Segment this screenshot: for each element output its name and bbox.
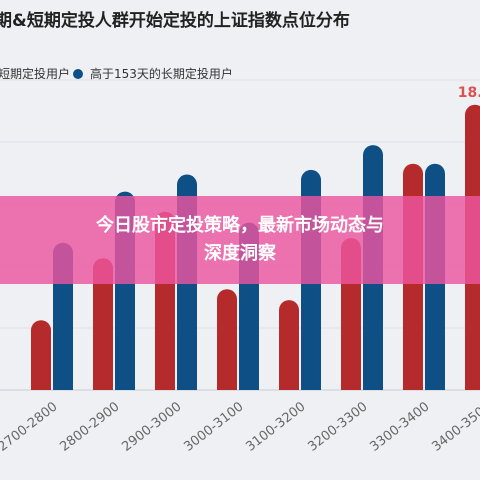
- bar-base-short-term-2900-3000: [155, 380, 175, 390]
- bar-base-short-term-3400-3500: [465, 380, 480, 390]
- bar-base-short-term-3100-3200: [279, 380, 299, 390]
- bar-short-term-3000-3100: [217, 289, 237, 390]
- legend-swatch-long-term: [73, 69, 83, 79]
- bar-base-long-term-2900-3000: [177, 380, 197, 390]
- bar-short-term-2700-2800: [31, 320, 51, 390]
- headline-text: 今日股市定投策略，最新市场动态与深度洞察: [96, 215, 384, 264]
- legend-label-long-term: 高于153天的长期定投用户: [90, 66, 233, 81]
- bar-base-short-term-3300-3400: [403, 380, 423, 390]
- headline-banner[interactable]: 今日股市定投策略，最新市场动态与深度洞察: [0, 196, 480, 284]
- legend-label-short-term: 短期定投用户: [0, 66, 70, 81]
- bar-short-term-3100-3200: [279, 300, 299, 390]
- bar-base-long-term-2800-2900: [115, 380, 135, 390]
- bar-base-long-term-3200-3300: [363, 380, 383, 390]
- bar-base-short-term-2700-2800: [31, 380, 51, 390]
- bar-base-long-term-3100-3200: [301, 380, 321, 390]
- bar-base-short-term-2800-2900: [93, 380, 113, 390]
- chart-title: 长期&短期定投人群开始定投的上证指数点位分布: [0, 10, 350, 31]
- bar-base-long-term-3000-3100: [239, 380, 259, 390]
- bar-base-long-term-3300-3400: [425, 380, 445, 390]
- data-labels: 18.4: [458, 85, 480, 101]
- legend: 短期定投用户 高于153天的长期定投用户: [0, 66, 233, 81]
- bar-base-long-term-2700-2800: [53, 380, 73, 390]
- bar-base-short-term-3200-3300: [341, 380, 361, 390]
- data-label: 18.4: [458, 85, 480, 101]
- bar-short-term-2800-2900: [93, 258, 113, 390]
- bar-base-short-term-3000-3100: [217, 380, 237, 390]
